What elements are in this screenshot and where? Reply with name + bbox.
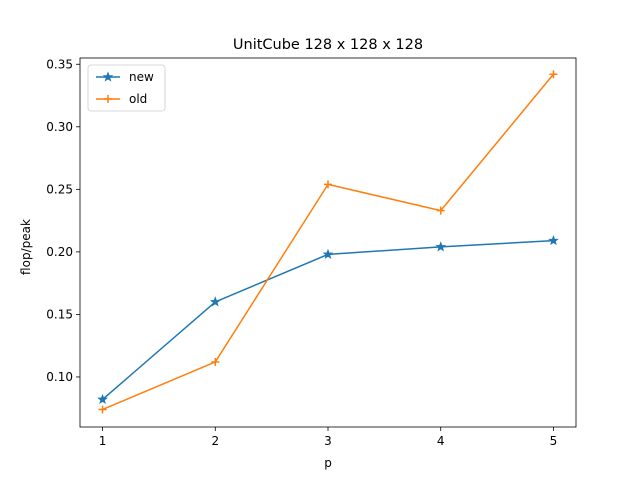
data-point-old [549,70,558,79]
x-tick-label: 4 [437,434,445,448]
chart-title: UnitCube 128 x 128 x 128 [233,37,423,53]
data-point-new [322,248,334,259]
y-axis-label: flop/peak [19,219,33,275]
data-point-new [435,241,447,252]
data-point-new [209,296,221,307]
y-tick-label: 0.10 [46,370,73,384]
plot-frame [79,57,577,428]
series-new [97,234,559,405]
x-tick-label: 3 [324,434,332,448]
legend-marker-new [102,71,114,82]
legend-label-new: new [129,70,154,84]
y-tick-label: 0.20 [46,245,73,259]
y-tick-label: 0.15 [46,307,73,321]
legend-label-old: old [129,92,147,106]
data-point-new [548,234,559,246]
data-point-old [324,180,332,189]
plot-area: 1 2 3 4 5 0.10 0.15 0.20 0.25 0.30 0.35 new old [46,57,577,448]
legend-item-new: new [96,70,154,84]
data-point-old [436,206,445,215]
y-tick-label: 0.35 [46,57,73,71]
legend-item-old: old [96,92,147,106]
legend-marker-old [104,95,112,103]
y-tick-label: 0.25 [46,182,73,196]
data-point-old [211,357,220,366]
legend: new old [87,64,166,112]
data-point-new [97,393,108,405]
series-old [98,70,558,414]
x-tick-label: 1 [99,434,107,448]
x-tick-label: 5 [550,434,558,448]
x-axis-label: p [324,456,332,470]
data-point-old [98,405,107,414]
x-tick-label: 2 [211,434,219,448]
y-tick-label: 0.30 [46,120,73,134]
